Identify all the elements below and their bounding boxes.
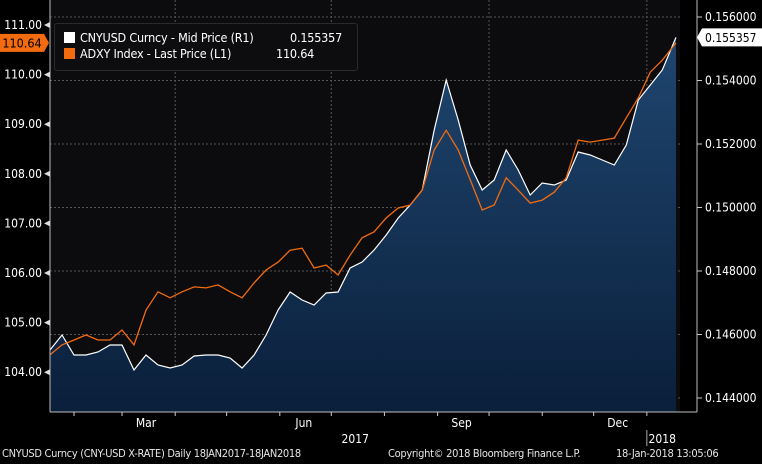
legend-swatch bbox=[64, 32, 75, 43]
cnyusd-area bbox=[50, 37, 676, 413]
legend-item-cnyusd: CNYUSD Curncy - Mid Price (R1) 0.155357 bbox=[64, 30, 342, 46]
x-tick-label: Sep bbox=[451, 416, 472, 430]
left-tick-label: 105.00 bbox=[4, 316, 42, 330]
legend-label: CNYUSD Curncy - Mid Price (R1) bbox=[80, 30, 254, 45]
right-tick-label: 0.144000 bbox=[705, 391, 757, 405]
left-tick bbox=[44, 369, 50, 376]
right-tick-label: 0.156000 bbox=[705, 10, 757, 24]
right-last-price-badge bbox=[697, 28, 762, 47]
adxy-line bbox=[49, 42, 677, 356]
legend: CNYUSD Curncy - Mid Price (R1) 0.155357 … bbox=[54, 23, 358, 71]
legend-value: 110.64 bbox=[276, 46, 315, 61]
left-last-price-text: 110.64 bbox=[2, 35, 41, 50]
left-tick bbox=[44, 170, 50, 177]
left-tick bbox=[44, 270, 50, 276]
left-last-price-badge bbox=[0, 33, 49, 52]
right-tick-label: 0.152000 bbox=[705, 137, 757, 151]
year-label: 2017 bbox=[342, 432, 369, 446]
left-tick-label: 109.00 bbox=[4, 117, 42, 131]
right-last-price-text: 0.155357 bbox=[705, 31, 757, 45]
legend-label: ADXY Index - Last Price (L1) bbox=[80, 46, 232, 61]
footer-timestamp: 18-Jan-2018 13:05:06 bbox=[616, 447, 719, 460]
x-tick-label: Dec bbox=[607, 416, 628, 430]
legend-value: 0.155357 bbox=[290, 30, 343, 45]
legend-item-adxy: ADXY Index - Last Price (L1) 110.64 bbox=[64, 46, 314, 62]
right-tick-label: 0.146000 bbox=[705, 328, 757, 342]
right-tick-label: 0.154000 bbox=[705, 74, 757, 88]
left-tick bbox=[44, 22, 50, 28]
left-tick bbox=[44, 121, 50, 128]
left-tick-label: 106.00 bbox=[4, 266, 42, 280]
axes-labels: 0.144000 0.146000 0.148000 0.150000 0.152000… bbox=[0, 10, 762, 446]
left-tick-label: 111.00 bbox=[4, 18, 42, 32]
right-padding bbox=[680, 0, 697, 412]
footer-source: CNYUSD Curncy (CNY-USD X-RATE) Daily 18J… bbox=[2, 447, 301, 460]
left-tick bbox=[44, 319, 50, 326]
left-tick-label: 108.00 bbox=[4, 167, 42, 181]
x-tick-label: Mar bbox=[136, 416, 157, 430]
left-tick bbox=[44, 71, 50, 78]
cnyusd-line bbox=[49, 37, 677, 372]
left-tick bbox=[44, 220, 50, 227]
left-tick-label: 104.00 bbox=[4, 365, 42, 379]
left-tick-label: 107.00 bbox=[4, 216, 42, 230]
right-tick-label: 0.148000 bbox=[705, 264, 757, 278]
x-tick-label: Jun bbox=[294, 416, 312, 430]
year-label: 2018 bbox=[649, 432, 677, 446]
footer-copyright: Copyright© 2018 Bloomberg Finance L.P. bbox=[388, 447, 581, 460]
left-tick-label: 110.00 bbox=[4, 68, 42, 82]
legend-swatch bbox=[64, 48, 75, 59]
right-tick-label: 0.150000 bbox=[705, 201, 757, 215]
